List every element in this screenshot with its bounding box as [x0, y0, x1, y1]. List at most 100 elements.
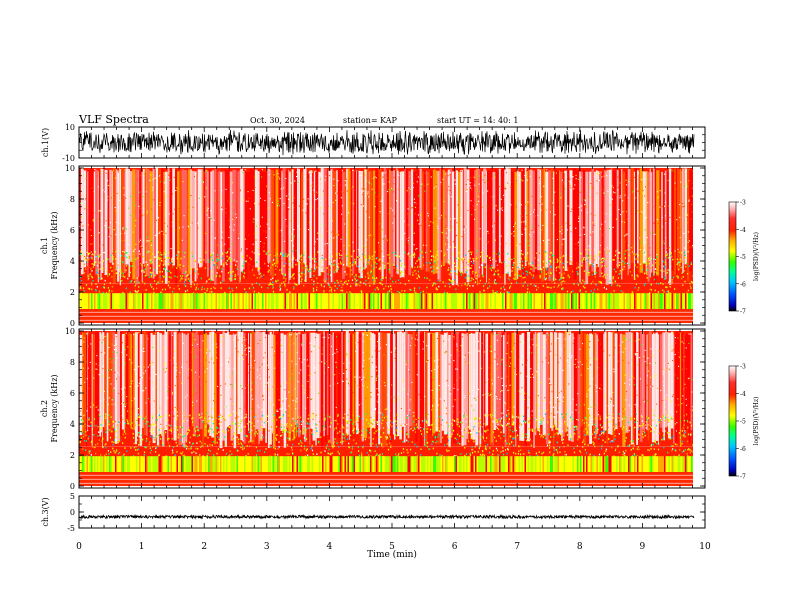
spectrogram-speckle: [92, 253, 94, 255]
spectrogram-speckle: [250, 258, 252, 261]
spectrogram-speckle: [181, 267, 183, 269]
spectrogram-speckle: [158, 217, 160, 219]
spectrogram-speckle: [362, 194, 364, 196]
low-frequency-band: [535, 293, 537, 310]
low-frequency-band: [631, 293, 633, 310]
spectrogram-speckle: [210, 211, 212, 213]
spectrogram-speckle: [217, 244, 219, 246]
spectrogram-speckle: [420, 268, 422, 270]
spectrogram-speckle: [91, 275, 93, 278]
spectrogram-speckle: [510, 282, 512, 285]
spectrogram-column: [117, 170, 120, 282]
spectrogram-column: [690, 333, 693, 431]
spectrogram-speckle: [470, 253, 472, 256]
spectrogram-speckle: [485, 212, 487, 214]
spectrogram-speckle: [268, 269, 270, 272]
spectrogram-speckle: [145, 191, 147, 193]
spectrogram-speckle: [139, 263, 141, 265]
spectrogram-speckle: [283, 265, 285, 267]
spectrogram-speckle: [280, 385, 282, 387]
spectrogram-speckle: [679, 216, 681, 218]
spectrogram-speckle: [594, 358, 596, 360]
spectrogram-speckle: [493, 267, 495, 270]
low-frequency-band: [247, 293, 249, 310]
spectrogram-column: [167, 332, 169, 445]
spectrogram-speckle: [603, 350, 605, 352]
spectrogram-speckle: [602, 191, 604, 193]
spectrogram-speckle: [182, 277, 184, 280]
spectrogram-speckle: [153, 292, 155, 294]
spectrogram-speckle: [472, 205, 474, 207]
low-frequency-band: [304, 293, 306, 310]
low-frequency-band: [191, 293, 194, 310]
low-frequency-band: [262, 293, 264, 310]
spectrogram-speckle: [443, 254, 445, 257]
spectrogram-speckle: [192, 345, 194, 347]
spectrogram-speckle: [501, 207, 503, 209]
spectrogram-speckle: [79, 253, 82, 255]
spectrogram-speckle: [593, 288, 595, 291]
spectrogram-speckle: [611, 193, 613, 195]
spectrogram-speckle: [88, 332, 90, 334]
low-frequency-band: [656, 293, 659, 310]
spectrogram-speckle: [529, 272, 531, 274]
low-frequency-band: [505, 293, 507, 310]
spectrogram-speckle: [539, 275, 541, 277]
spectrogram-speckle: [256, 261, 258, 264]
spectrogram-speckle: [476, 373, 478, 375]
spectrogram-speckle: [432, 204, 434, 206]
spectrogram-speckle: [355, 283, 357, 285]
spectrogram-speckle: [612, 226, 614, 228]
spectrogram-speckle: [304, 279, 306, 282]
spectrogram-speckle: [328, 284, 330, 286]
spectrogram-speckle: [674, 337, 676, 339]
spectrogram-column: [666, 171, 669, 271]
spectrogram-speckle: [604, 265, 606, 267]
spectrogram-speckle: [377, 288, 379, 291]
spectrogram-speckle: [524, 175, 526, 177]
low-frequency-band: [280, 293, 282, 310]
spectrogram-speckle: [453, 384, 455, 386]
low-frequency-band: [265, 293, 267, 310]
spectrogram-speckle: [228, 248, 230, 250]
spectrogram-speckle: [216, 272, 218, 274]
spectrogram-speckle: [255, 239, 257, 241]
spectrogram-speckle: [288, 269, 291, 271]
spectrogram-speckle: [479, 266, 481, 269]
spectrogram-speckle: [403, 220, 405, 222]
spectrogram-speckle: [494, 282, 496, 284]
spectrogram-column: [646, 334, 648, 431]
spectrogram-speckle: [666, 290, 668, 293]
spectrogram-speckle: [600, 281, 602, 283]
spectrogram-column: [411, 169, 414, 268]
spectrogram-speckle: [596, 359, 598, 361]
spectrogram-speckle: [304, 176, 306, 178]
spectrogram-speckle: [581, 265, 583, 267]
spectrogram-speckle: [134, 289, 136, 292]
spectrogram-column: [576, 332, 578, 429]
low-frequency-band: [494, 293, 497, 310]
y-tick-label: -10: [62, 154, 75, 163]
spectrogram-speckle: [96, 271, 98, 274]
spectrogram-column: [194, 171, 197, 282]
spectrogram-speckle: [252, 287, 255, 289]
spectrogram-column: [677, 168, 681, 270]
spectrogram-speckle: [279, 198, 281, 200]
low-frequency-band: [434, 293, 437, 310]
spectrogram-speckle: [208, 417, 210, 419]
spectrogram-speckle: [626, 233, 628, 235]
spectrogram-speckle: [666, 247, 668, 249]
y-tick-label: 10: [65, 164, 75, 173]
spectrogram-speckle: [513, 230, 515, 232]
spectrogram-speckle: [302, 421, 304, 423]
spectrogram-column: [381, 332, 384, 449]
spectrogram-speckle: [139, 175, 141, 177]
spectrogram-speckle: [124, 255, 126, 257]
spectrogram-column: [145, 168, 147, 277]
spectrogram-column: [167, 331, 168, 442]
spectrogram-speckle: [357, 342, 359, 344]
spectrogram-speckle: [400, 264, 402, 267]
spectrogram-column: [616, 169, 619, 269]
spectrogram-speckle: [367, 210, 369, 212]
spectrogram-speckle: [639, 249, 641, 251]
